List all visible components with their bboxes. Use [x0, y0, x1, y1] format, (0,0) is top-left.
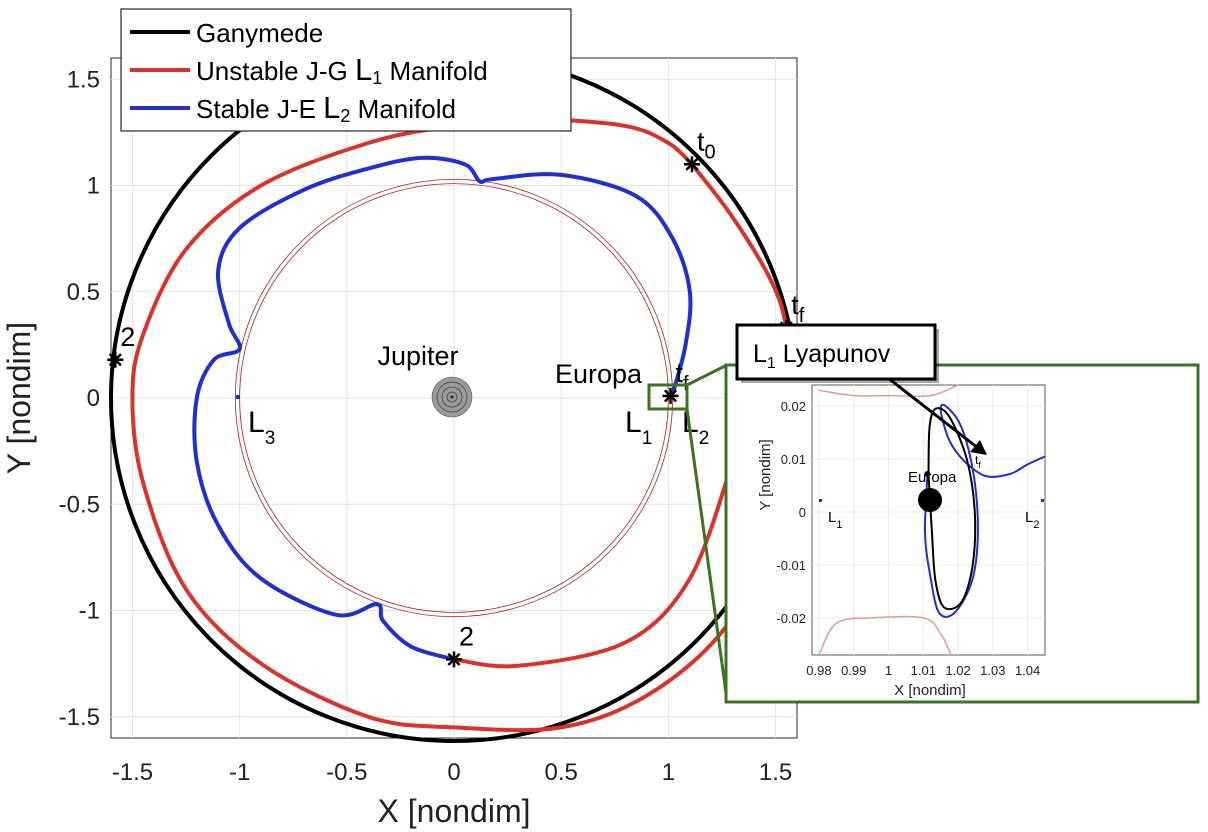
main-L3-label: L3	[248, 406, 275, 449]
inset-L2-label: L2	[1025, 509, 1039, 531]
series-stable-manifold	[192, 155, 693, 662]
legend-entry-stable: Stable J-E L2 Manifold	[196, 90, 456, 126]
zoom-connector-bottom	[685, 408, 729, 701]
main-y-axis-label: Y [nondim]	[1, 322, 37, 474]
main-L3-point	[236, 395, 240, 399]
main-y-tick-1: 1	[87, 173, 100, 200]
marker-2	[107, 351, 124, 368]
main-x-tick-0: -1.5	[112, 759, 153, 786]
zoom-connector-top	[686, 363, 728, 387]
inset-x-tick-0: 0.98	[806, 663, 831, 678]
legend-entry-ganymede: Ganymede	[196, 18, 323, 48]
marker-label-1: tf	[791, 290, 805, 327]
inset-x-axis-label: X [nondim]	[894, 682, 966, 699]
inset-x-tick-2: 1	[885, 663, 892, 678]
inset-x-ticks: 0.98 0.99 1 1.01 1.02 1.03 1.04	[806, 663, 1040, 678]
inset-x-tick-3: 1.01	[911, 663, 936, 678]
main-y-tick-5: -1	[79, 598, 100, 625]
main-x-tick-5: 1	[662, 759, 675, 786]
legend: Ganymede Unstable J-G L1 Manifold Stable…	[120, 8, 572, 132]
main-y-tick-4: -0.5	[59, 491, 100, 518]
jupiter-icon	[431, 376, 473, 418]
main-x-tick-6: 1.5	[759, 759, 792, 786]
marker-label-2: 2	[120, 322, 135, 352]
inset-x-tick-4: 1.02	[945, 663, 970, 678]
series-unstable-manifold-inner	[453, 461, 735, 669]
inset-L1-label: L1	[828, 509, 842, 531]
inset-y-tick-3: -0.01	[776, 558, 806, 573]
inset-y-tick-2: 0	[799, 505, 806, 520]
main-x-tick-2: -0.5	[326, 759, 367, 786]
inset-zero-velocity-top	[818, 384, 959, 398]
inset-x-tick-1: 0.99	[841, 663, 866, 678]
main-y-tick-0: 1.5	[67, 66, 100, 93]
marker-3	[446, 651, 462, 668]
inset-y-axis-label: Y [nondim]	[757, 439, 774, 510]
lyapunov-callout: L1 Lyapunov	[735, 323, 987, 455]
inset-europa-label: Europa	[908, 469, 957, 486]
inset-zero-velocity-bottom	[818, 615, 952, 656]
callout-text: L1 Lyapunov	[753, 340, 891, 372]
main-x-tick-1: -1	[229, 759, 250, 786]
europa-label: Europa	[555, 359, 643, 389]
main-x-axis-label: X [nondim]	[378, 793, 531, 829]
zoom-region-box	[647, 383, 689, 411]
main-y-tick-6: -1.5	[59, 704, 100, 731]
inset-y-tick-4: -0.02	[776, 611, 806, 626]
inset-stable-manifold	[923, 403, 1046, 618]
main-x-tick-3: 0	[447, 759, 460, 786]
main-x-ticks: -1.5 -1 -0.5 0 0.5 1 1.5	[112, 759, 792, 786]
inset-L2-point	[1041, 499, 1044, 502]
inset: 0.98 0.99 1 1.01 1.02 1.03 1.04 0.02 0.01 0 -0.01…	[724, 363, 1200, 704]
inset-tf-label: tf	[975, 453, 981, 470]
callout-arrow-line	[887, 376, 979, 450]
inset-L1-point	[819, 499, 822, 502]
callout-box	[735, 323, 937, 381]
main-y-ticks: 1.5 1 0.5 0 -0.5 -1 -1.5	[59, 66, 100, 731]
marker-label-3: 2	[459, 621, 474, 651]
inset-tf-point	[924, 470, 931, 477]
callout-arrow-head	[970, 440, 987, 455]
inset-x-tick-5: 1.03	[980, 663, 1005, 678]
marker-0	[683, 156, 700, 173]
inset-europa-icon	[918, 488, 942, 512]
legend-box	[120, 8, 572, 132]
inset-series	[818, 384, 1046, 656]
inset-y-tick-0: 0.02	[781, 399, 806, 414]
marker-4	[662, 387, 679, 404]
legend-entry-unstable: Unstable J-G L1 Manifold	[196, 52, 488, 88]
main-y-tick-3: 0	[87, 385, 100, 412]
main-y-tick-2: 0.5	[67, 279, 100, 306]
main-L1-label: L1	[625, 406, 652, 449]
inset-lyapunov-orbit	[927, 407, 977, 611]
inset-y-ticks: 0.02 0.01 0 -0.01 -0.02	[776, 399, 806, 626]
jupiter-label: Jupiter	[377, 341, 458, 371]
inset-x-tick-6: 1.04	[1015, 663, 1040, 678]
marker-label-0: t0	[697, 126, 716, 163]
main-x-tick-4: 0.5	[545, 759, 578, 786]
inset-plot-area	[811, 384, 1046, 656]
inset-y-tick-1: 0.01	[781, 452, 806, 467]
